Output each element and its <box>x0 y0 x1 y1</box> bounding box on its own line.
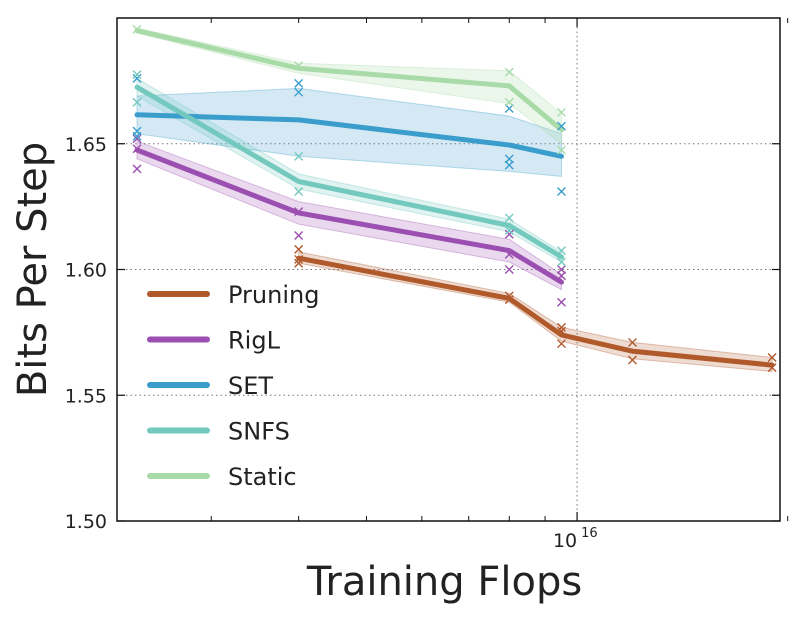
rigl-sample-marker <box>504 229 514 239</box>
static-sample-marker <box>504 67 514 77</box>
legend-label-static: Static <box>228 463 297 491</box>
static-sample-marker <box>504 97 514 107</box>
pruning-sample-marker <box>504 291 514 301</box>
x-tick-label: 10 <box>553 530 577 552</box>
legend-label-set: SET <box>228 372 273 400</box>
set-line <box>134 112 564 159</box>
pruning-sample-marker <box>767 363 777 373</box>
x-tick-label-exponent: 16 <box>581 526 598 541</box>
sample-markers <box>132 24 777 373</box>
pruning-sample-marker <box>294 244 304 254</box>
rigl-sample-marker <box>294 231 304 241</box>
pruning-sample-marker <box>294 258 304 268</box>
set-sample-marker <box>504 160 514 170</box>
x-axis-title: Training Flops <box>306 559 582 605</box>
rigl-line <box>134 147 564 285</box>
y-tick-label: 1.55 <box>65 385 107 407</box>
static-line <box>134 28 564 133</box>
static-sample-marker <box>556 145 566 155</box>
set-band <box>136 87 562 177</box>
legend-label-rigl: RigL <box>228 327 281 355</box>
set-sample-marker <box>556 121 566 131</box>
static-sample-marker <box>132 24 142 34</box>
rigl-sample-marker <box>556 271 566 281</box>
legend-label-snfs: SNFS <box>228 418 290 446</box>
snfs-sample-marker <box>132 70 142 80</box>
snfs-sample-marker <box>556 257 566 267</box>
pruning-sample-marker <box>294 254 304 264</box>
snfs-sample-marker <box>294 187 304 197</box>
pruning-sample-marker <box>504 295 514 305</box>
rigl-sample-marker <box>504 249 514 259</box>
static-sample-marker <box>294 61 304 71</box>
snfs-line <box>134 84 564 260</box>
set-sample-marker <box>294 87 304 97</box>
rigl-sample-marker <box>132 144 142 154</box>
rigl-band <box>136 140 562 291</box>
grid-layer <box>117 18 780 521</box>
snfs-sample-marker <box>504 213 514 223</box>
axis-labels: 1.50 1.55 1.60 1.65 10 16 Training Flops Bits P… <box>10 134 598 605</box>
rigl-sample-marker <box>556 297 566 307</box>
snfs-sample-marker <box>556 246 566 256</box>
pruning-line <box>296 255 775 368</box>
pruning-sample-marker <box>627 355 637 365</box>
snfs-sample-marker <box>132 97 142 107</box>
set-sample-marker <box>294 78 304 88</box>
rigl-sample-marker <box>132 164 142 174</box>
pruning-sample-marker <box>556 339 566 349</box>
snfs-sample-marker <box>294 151 304 161</box>
rigl-sample-marker <box>132 134 142 144</box>
y-axis-title: Bits Per Step <box>10 142 56 397</box>
y-tick-label: 1.60 <box>65 260 107 282</box>
rigl-sample-marker <box>504 265 514 274</box>
pruning-sample-marker <box>627 337 637 347</box>
static-sample-marker <box>556 107 566 117</box>
pruning-sample-marker <box>767 353 777 363</box>
set-sample-marker <box>556 187 566 197</box>
y-tick-label: 1.50 <box>65 511 107 533</box>
set-sample-marker <box>132 73 142 83</box>
legend: Pruning RigL SET SNFS Static <box>147 281 319 491</box>
pruning-sample-marker <box>556 322 566 332</box>
set-sample-marker <box>132 131 142 141</box>
snfs-sample-marker <box>504 226 514 236</box>
axis-ticks <box>117 18 789 522</box>
rigl-sample-marker <box>294 207 304 217</box>
pruning-sample-marker <box>556 326 566 336</box>
series-lines <box>134 28 775 368</box>
legend-label-pruning: Pruning <box>228 281 319 309</box>
y-tick-label: 1.65 <box>65 134 107 156</box>
